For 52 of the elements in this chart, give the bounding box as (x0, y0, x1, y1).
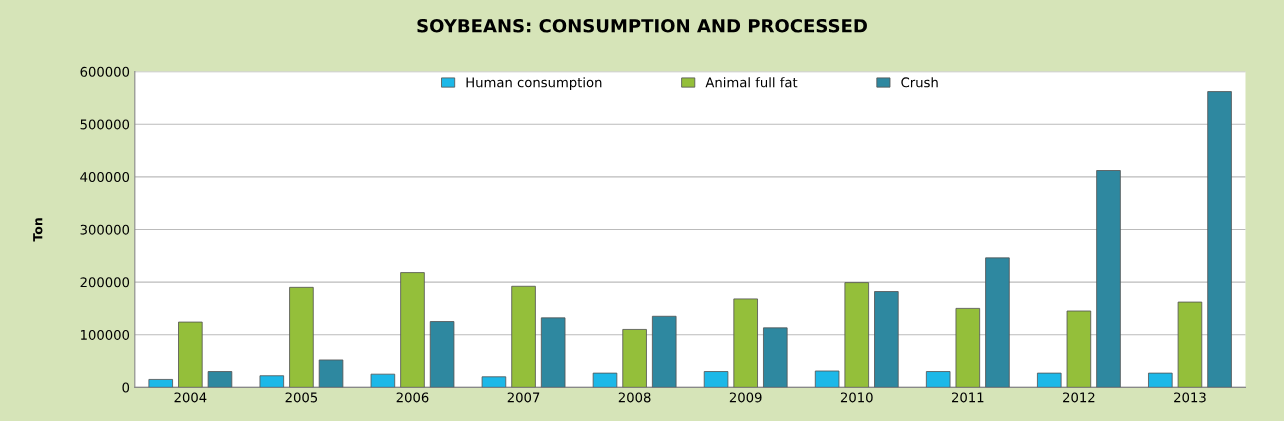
y-tick-label: 100000 (81, 329, 130, 340)
y-tick-label: 200000 (80, 277, 130, 288)
x-tick-label: 2008 (618, 392, 651, 403)
bar (207, 371, 233, 388)
bar (703, 371, 729, 388)
x-tick-label: 2011 (951, 392, 984, 403)
y-axis-title: Ton (33, 218, 43, 242)
y-tick-label: 600000 (80, 66, 130, 77)
bar (289, 286, 314, 388)
bar (814, 370, 840, 388)
bar (1148, 372, 1173, 388)
legend-label: Crush (901, 77, 938, 88)
bar (733, 298, 758, 388)
legend-label: Human consumption (466, 77, 602, 90)
bar (259, 375, 285, 388)
bar (370, 373, 396, 388)
y-tick-label: 500000 (80, 119, 130, 130)
x-tick-label: 2013 (1174, 392, 1206, 403)
bar (540, 317, 566, 388)
y-tick-label: 300000 (80, 224, 130, 235)
bar (148, 379, 173, 388)
bar (481, 376, 507, 388)
x-tick-label: 2012 (1063, 392, 1095, 403)
bar (178, 321, 203, 388)
bar (622, 329, 647, 388)
bar (318, 359, 344, 388)
bar (874, 291, 899, 388)
bar (1177, 301, 1203, 388)
bar (925, 371, 951, 388)
legend-label: Animal full fat (705, 77, 798, 88)
x-tick-label: 2009 (729, 392, 762, 403)
bar (763, 327, 788, 388)
bar (1096, 170, 1121, 388)
bar (955, 307, 981, 388)
bar (651, 315, 677, 388)
y-tick-label: 0 (122, 382, 130, 393)
bar (1066, 310, 1092, 388)
x-tick-label: 2005 (285, 392, 318, 403)
x-tick-label: 2004 (174, 392, 207, 403)
bar (844, 282, 870, 388)
y-tick-label: 400000 (80, 172, 130, 183)
x-tick-label: 2007 (507, 392, 540, 403)
x-tick-label: 2010 (840, 392, 873, 403)
bar (592, 372, 618, 388)
bar (429, 321, 455, 388)
chart-title: SOYBEANS: CONSUMPTION AND PROCESSED (417, 18, 867, 33)
bar (985, 257, 1010, 388)
bar (1207, 91, 1232, 388)
x-tick-label: 2006 (396, 392, 429, 403)
bar (1037, 372, 1062, 388)
bar (400, 272, 425, 388)
bar (511, 285, 536, 388)
